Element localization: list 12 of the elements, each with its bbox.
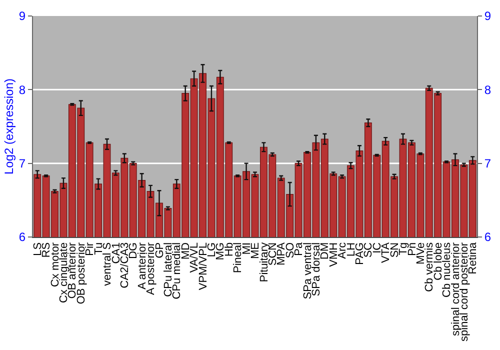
- x-tick-label: Tg: [398, 242, 410, 256]
- y2-tick-label: 7: [484, 156, 492, 171]
- y-tick-label: 6: [18, 230, 26, 244]
- y-axis-title: Log2 (expression): [2, 78, 16, 175]
- y-tick-label: 9: [18, 9, 26, 24]
- y2-tick-label: 8: [484, 82, 492, 97]
- y-tick-label: 8: [18, 82, 26, 97]
- y2-tick-label: 9: [484, 9, 492, 24]
- y2-tick-label: 6: [484, 230, 492, 244]
- x-tick-label: A posterior: [145, 242, 158, 295]
- x-tick-label: OB posterior: [75, 242, 88, 304]
- y-tick-label: 7: [18, 156, 26, 171]
